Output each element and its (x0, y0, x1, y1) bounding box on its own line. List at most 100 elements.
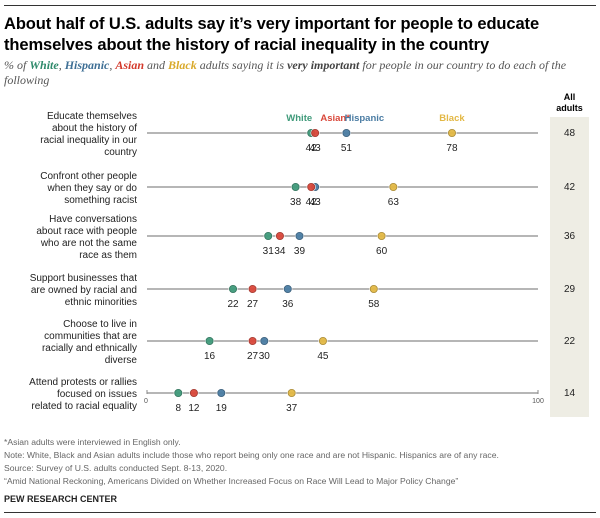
row-label: related to racial equality (31, 401, 137, 412)
subtitle-black: Black (168, 58, 197, 72)
dot-outline-asian (307, 182, 316, 191)
notes: *Asian adults were interviewed in Englis… (4, 436, 594, 488)
value-label-white: 16 (204, 351, 216, 362)
subtitle-hispanic: Hispanic (64, 58, 110, 72)
subtitle-white: White (29, 58, 59, 72)
legend-black: Black (439, 113, 465, 124)
dot-black (318, 336, 328, 346)
all-adults-value: 48 (564, 128, 576, 139)
dot-outline-hispanic (295, 231, 304, 240)
dot-outline-asian (275, 231, 284, 240)
legend-hispanic: Hispanic (345, 113, 385, 124)
dot-black (447, 128, 457, 138)
value-label-white: 42 (306, 143, 318, 154)
row-label: Have conversations (49, 214, 137, 225)
row-label: communities that are (44, 331, 137, 342)
source-org: PEW RESEARCH CENTER (4, 494, 118, 504)
top-rule (4, 5, 596, 6)
dot-asian (247, 284, 258, 294)
chart-subtitle: % of White, Hispanic, Asian and Black ad… (4, 58, 594, 88)
row-label: racial inequality in our (40, 135, 137, 146)
row-label: when they say or do (47, 183, 138, 194)
value-label-asian: 34 (274, 246, 286, 257)
note-asian: *Asian adults were interviewed in Englis… (4, 437, 181, 447)
value-label-black: 63 (388, 197, 400, 208)
row-label: Support businesses that (30, 273, 138, 284)
dot-black (287, 388, 297, 398)
dot-outline-asian (189, 388, 198, 397)
note-source: Source: Survey of U.S. adults conducted … (4, 463, 228, 473)
dot-black (388, 182, 398, 192)
dot-outline-white (291, 182, 300, 191)
value-label-asian: 42 (306, 197, 318, 208)
chart-title: About half of U.S. adults say it’s very … (4, 15, 540, 54)
value-label-asian: 12 (188, 403, 200, 414)
all-adults-value: 14 (564, 388, 576, 399)
dot-white (263, 231, 273, 241)
dot-asian (306, 182, 316, 192)
dot-asian (310, 128, 320, 138)
value-label-hispanic: 43 (310, 197, 322, 208)
value-label-black: 78 (446, 143, 458, 154)
dot-white (204, 336, 215, 346)
subtitle-mid: adults saying it is (196, 58, 288, 72)
dot-outline-asian (311, 128, 320, 137)
dot-white (290, 182, 301, 192)
value-label-white: 31 (263, 246, 275, 257)
row-label: Educate themselves (47, 111, 137, 122)
row-label: Choose to live in (63, 319, 137, 330)
subtitle-sep: , (58, 58, 65, 72)
dot-black (369, 284, 379, 294)
legend-white: White (286, 113, 312, 124)
value-label-black: 58 (368, 299, 380, 310)
row-label: who are not the same (40, 238, 138, 249)
all-adults-header-line1: All (564, 92, 576, 102)
value-label-asian: 27 (247, 299, 259, 310)
value-label-hispanic: 36 (282, 299, 294, 310)
row-label: Confront other people (40, 171, 137, 182)
dot-hispanic (259, 336, 269, 346)
value-label-hispanic: 30 (259, 351, 271, 362)
row-label: about race with people (36, 226, 137, 237)
row-label: country (104, 147, 137, 158)
row-label: diverse (105, 355, 138, 366)
dot-outline-asian (248, 336, 257, 345)
dot-white (173, 388, 183, 398)
all-adults-value: 42 (564, 182, 576, 193)
subtitle-sep: , (109, 58, 116, 72)
value-label-black: 60 (376, 246, 388, 257)
all-adults-column (550, 117, 589, 417)
dot-asian (247, 336, 258, 346)
dot-outline-black (389, 182, 398, 191)
all-adults-header-line2: adults (556, 103, 583, 113)
dot-black (377, 231, 387, 241)
dot-hispanic (216, 388, 226, 398)
dot-outline-hispanic (260, 336, 269, 345)
value-label-asian: 27 (247, 351, 259, 362)
note-definition: Note: White, Black and Asian adults incl… (4, 450, 499, 460)
subtitle-emphasis: very important (287, 58, 360, 72)
dot-hispanic (341, 128, 352, 138)
row-label: ethnic minorities (65, 297, 137, 308)
dot-outline-black (369, 284, 378, 293)
dot-outline-asian (248, 284, 257, 293)
row-label: Attend protests or rallies (29, 377, 137, 388)
dot-outline-white (229, 284, 238, 293)
bottom-rule (4, 512, 596, 513)
value-label-white: 22 (227, 299, 239, 310)
axis-tick-label-100: 100 (532, 398, 544, 405)
dot-outline-white (205, 336, 214, 345)
value-label-hispanic: 19 (216, 403, 228, 414)
row-label: racially and ethnically (42, 343, 137, 354)
value-label-hispanic: 51 (341, 143, 353, 154)
subtitle-suffix: for people in our country to do each of … (4, 58, 567, 87)
value-label-asian: 43 (310, 143, 322, 154)
dot-hispanic (283, 284, 293, 294)
row-label: focused on issues (57, 389, 137, 400)
dot-asian (275, 231, 285, 241)
dot-asian (189, 388, 199, 398)
subtitle-prefix: % of (4, 58, 30, 72)
subtitle-and: and (144, 58, 169, 72)
axis-tick-label-0: 0 (144, 398, 148, 405)
